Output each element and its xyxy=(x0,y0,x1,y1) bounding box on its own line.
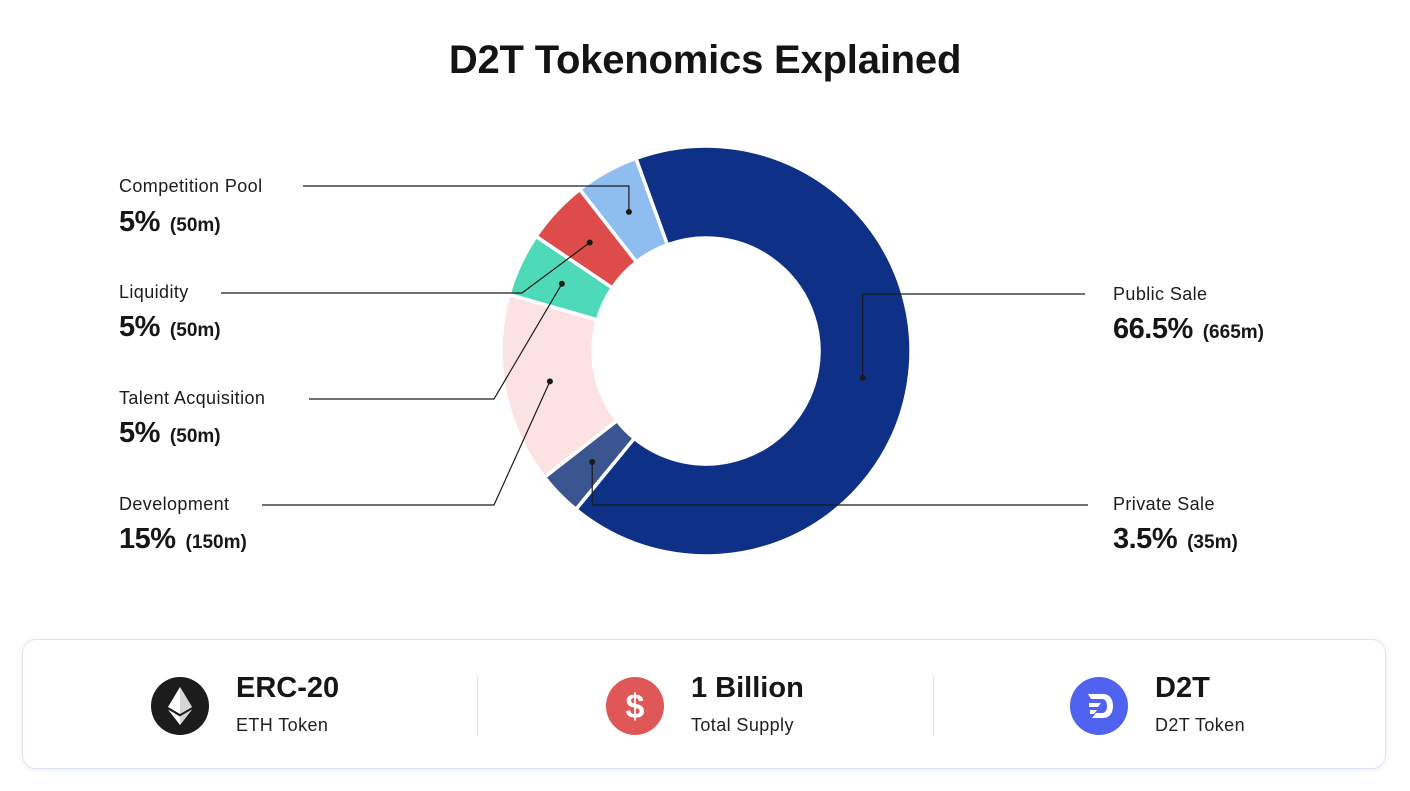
legend-percent: 5% xyxy=(119,417,160,449)
divider xyxy=(477,676,478,736)
leader-dot xyxy=(586,239,593,246)
legend-amount: (50m) xyxy=(169,426,221,447)
legend-percent: 15% xyxy=(119,523,176,555)
donut-slice-competition-pool xyxy=(578,156,670,264)
legend-amount: (50m) xyxy=(169,320,221,341)
legend-percent: 3.5% xyxy=(1113,523,1178,555)
info-item-token: D2T D2T Token xyxy=(1070,640,1370,770)
leader-dot xyxy=(558,280,565,287)
leader-dot xyxy=(546,378,553,385)
leader-dot xyxy=(589,459,596,466)
leader-line xyxy=(309,283,563,400)
info-item-supply: $ 1 Billion Total Supply xyxy=(606,640,946,770)
legend-name-liquidity: Liquidity xyxy=(119,282,189,302)
leader-dot xyxy=(859,374,866,381)
legend-percent: 66.5% xyxy=(1113,313,1193,345)
legend-percent: 5% xyxy=(119,206,160,238)
info-value-supply: 1 Billion xyxy=(691,672,804,704)
legend-amount: (150m) xyxy=(185,532,247,553)
leader-line xyxy=(862,293,1085,378)
leader-line xyxy=(591,462,1088,506)
legend-percent: 5% xyxy=(119,311,160,343)
donut-chart xyxy=(221,144,1088,558)
info-value-token: D2T xyxy=(1155,672,1210,704)
legend-value-talent-acquisition: 5% (50m) xyxy=(119,417,221,450)
legend-name-development: Development xyxy=(119,494,230,514)
legend-value-competition-pool: 5% (50m) xyxy=(119,206,221,239)
info-label-standard: ETH Token xyxy=(236,715,329,735)
legend-amount: (50m) xyxy=(169,215,221,236)
d2t-logo-icon xyxy=(1070,677,1128,735)
leader-line xyxy=(303,185,630,212)
ethereum-icon xyxy=(151,677,209,735)
legend-name-competition-pool: Competition Pool xyxy=(119,176,263,196)
legend-amount: (665m) xyxy=(1202,322,1264,343)
info-label-token: D2T Token xyxy=(1155,715,1245,735)
donut-slice-public-sale xyxy=(574,144,913,558)
legend-value-public-sale: 66.5% (665m) xyxy=(1113,313,1264,346)
divider xyxy=(933,676,934,736)
token-info-card: ERC-20 ETH Token $ 1 Billion Total Suppl… xyxy=(22,639,1386,769)
legend-amount: (35m) xyxy=(1187,532,1238,553)
legend-name-talent-acquisition: Talent Acquisition xyxy=(119,388,266,408)
info-item-standard: ERC-20 ETH Token xyxy=(151,640,491,770)
legend-name-private-sale: Private Sale xyxy=(1113,494,1215,514)
dollar-icon: $ xyxy=(606,677,664,735)
legend-value-private-sale: 3.5% (35m) xyxy=(1113,523,1238,556)
leader-dot xyxy=(625,208,632,215)
svg-text:$: $ xyxy=(626,688,645,726)
leader-line xyxy=(262,381,551,506)
legend-name-public-sale: Public Sale xyxy=(1113,284,1208,304)
legend-value-development: 15% (150m) xyxy=(119,523,247,556)
legend-value-liquidity: 5% (50m) xyxy=(119,311,221,344)
leader-line xyxy=(221,242,591,294)
chart-title: D2T Tokenomics Explained xyxy=(448,38,962,82)
info-label-supply: Total Supply xyxy=(691,715,794,735)
info-value-standard: ERC-20 xyxy=(236,672,340,704)
